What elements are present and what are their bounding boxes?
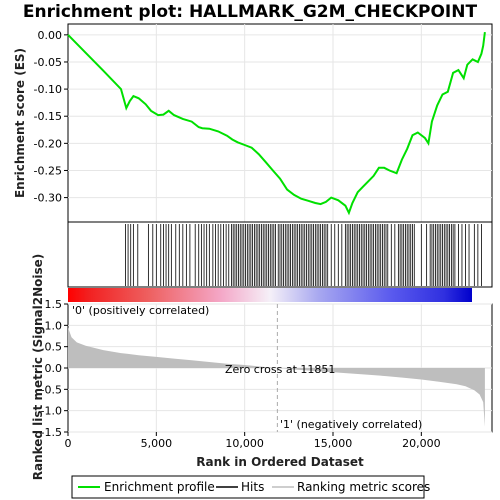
x-tick-label: 20,000 <box>402 437 441 450</box>
x-axis: 0 5,000 10,000 15,000 20,000 <box>65 432 441 450</box>
x-tick-label: 10,000 <box>225 437 264 450</box>
y-axis-label-top: Enrichment score (ES) <box>13 48 27 198</box>
es-y-tick-label: -0.25 <box>34 164 62 177</box>
es-y-tick-label: -0.10 <box>34 83 62 96</box>
metric-y-tick-label: 1.0 <box>45 319 63 332</box>
es-y-tick-label: -0.30 <box>34 192 62 205</box>
es-y-tick-label: -0.15 <box>34 110 62 123</box>
es-panel: 0.00 -0.05 -0.10 -0.15 -0.20 -0.25 -0.30 Enric… <box>13 23 493 223</box>
es-y-tick-label: -0.20 <box>34 137 62 150</box>
y-axis-label-bottom: Ranked list metric (Signal2Noise) <box>31 254 45 481</box>
es-y-tick-label: 0.00 <box>38 29 63 42</box>
metric-area <box>68 327 485 427</box>
zero-cross-label: Zero cross at 11851 <box>225 363 335 376</box>
rank-color-bar <box>68 288 472 302</box>
metric-y-tick-label: 0.0 <box>45 362 63 375</box>
x-axis-label: Rank in Ordered Dataset <box>196 455 364 469</box>
metric-y-tick-label: -1.5 <box>41 426 62 439</box>
negative-correlation-label: '1' (negatively correlated) <box>280 418 422 431</box>
metric-y-tick-label: 1.5 <box>45 298 63 311</box>
es-y-tick-label: -0.05 <box>34 56 62 69</box>
legend-es-label: Enrichment profile <box>104 480 215 494</box>
legend: Enrichment profile Hits Ranking metric s… <box>71 475 430 499</box>
legend-hits-label: Hits <box>241 480 264 494</box>
x-tick-label: 5,000 <box>141 437 173 450</box>
chart-title: Enrichment plot: HALLMARK_G2M_CHECKPOINT <box>23 2 478 22</box>
x-tick-label: 15,000 <box>314 437 353 450</box>
hits-panel <box>67 221 493 288</box>
metric-y-tick-label: 0.5 <box>45 341 63 354</box>
metric-y-tick-label: -1.0 <box>41 405 62 418</box>
positive-correlation-label: '0' (positively correlated) <box>72 304 209 317</box>
metric-y-tick-label: -0.5 <box>41 383 62 396</box>
es-line <box>67 31 486 216</box>
legend-metric-label: Ranking metric scores <box>297 480 430 494</box>
x-tick-label: 0 <box>65 437 72 450</box>
metric-panel: 1.5 1.0 0.5 0.0 -0.5 -1.0 -1.5 '0' (positively… <box>31 254 493 481</box>
